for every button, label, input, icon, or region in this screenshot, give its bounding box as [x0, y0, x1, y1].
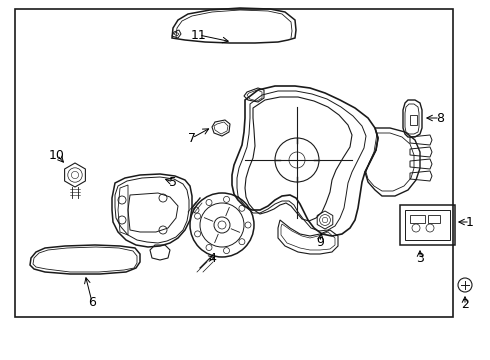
Text: 2: 2: [461, 298, 469, 311]
Text: 10: 10: [49, 149, 65, 162]
Bar: [400, 205, 455, 245]
Text: 5: 5: [169, 176, 177, 189]
Bar: [15, 9, 453, 317]
Text: 6: 6: [88, 296, 96, 309]
Text: 4: 4: [208, 252, 216, 265]
Text: 9: 9: [316, 235, 324, 248]
Bar: [410, 215, 425, 223]
Text: 11: 11: [191, 28, 207, 41]
Text: 1: 1: [466, 216, 474, 229]
Text: 8: 8: [436, 112, 444, 125]
Bar: [405, 210, 450, 240]
Text: 3: 3: [416, 252, 424, 265]
Text: 7: 7: [188, 131, 196, 144]
Bar: [428, 215, 440, 223]
